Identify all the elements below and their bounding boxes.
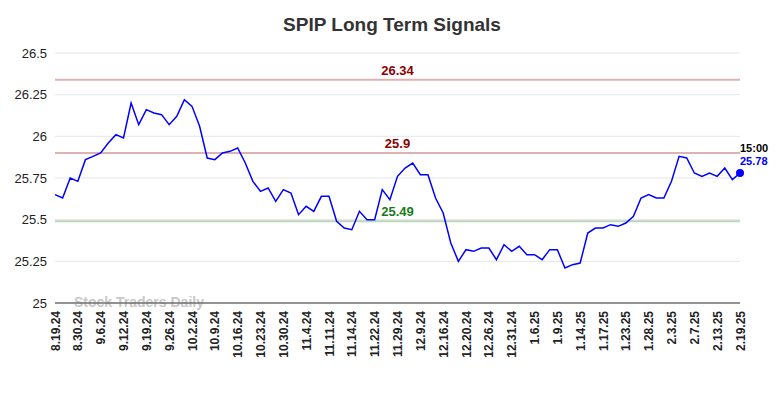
svg-text:10.2.24: 10.2.24 (186, 311, 200, 351)
svg-text:26.34: 26.34 (381, 63, 414, 78)
html-text:SPIP Long Term Signals: SPIP Long Term Signals (283, 14, 501, 35)
svg-text:26: 26 (33, 129, 47, 144)
svg-text:8.19.24: 8.19.24 (49, 311, 63, 351)
svg-text:12.26.24: 12.26.24 (482, 311, 496, 358)
svg-text:15:00: 15:00 (740, 142, 768, 154)
svg-text:8.30.24: 8.30.24 (71, 311, 85, 351)
svg-text:12.16.24: 12.16.24 (437, 311, 451, 358)
svg-text:2.19.25: 2.19.25 (734, 311, 748, 351)
svg-text:12.20.24: 12.20.24 (460, 311, 474, 358)
svg-text:1.28.25: 1.28.25 (642, 311, 656, 351)
svg-text:25: 25 (33, 296, 47, 311)
svg-text:9.12.24: 9.12.24 (117, 311, 131, 351)
svg-text:10.23.24: 10.23.24 (254, 311, 268, 358)
svg-text:11.29.24: 11.29.24 (391, 311, 405, 357)
svg-text:25.5: 25.5 (22, 212, 47, 227)
svg-text:25.75: 25.75 (14, 171, 47, 186)
svg-text:11.11.24: 11.11.24 (323, 311, 337, 357)
svg-text:25.49: 25.49 (381, 204, 414, 219)
svg-text:10.16.24: 10.16.24 (231, 311, 245, 358)
svg-text:25.25: 25.25 (14, 254, 47, 269)
svg-text:1.17.25: 1.17.25 (597, 311, 611, 351)
svg-text:26.5: 26.5 (22, 46, 47, 61)
svg-text:2.3.25: 2.3.25 (665, 311, 679, 345)
svg-text:9.6.24: 9.6.24 (94, 311, 108, 345)
svg-text:25.9: 25.9 (385, 136, 410, 151)
svg-text:12.31.24: 12.31.24 (505, 311, 519, 358)
svg-text:1.23.25: 1.23.25 (619, 311, 633, 351)
svg-text:10.30.24: 10.30.24 (277, 311, 291, 358)
svg-text:10.9.24: 10.9.24 (208, 311, 222, 351)
svg-text:12.9.24: 12.9.24 (414, 311, 428, 351)
svg-text:1.14.25: 1.14.25 (574, 311, 588, 351)
svg-text:26.25: 26.25 (14, 87, 47, 102)
html-text:Stock Traders Daily: Stock Traders Daily (74, 294, 204, 310)
svg-text:11.22.24: 11.22.24 (368, 311, 382, 357)
svg-text:25.78: 25.78 (740, 155, 768, 167)
svg-text:11.14.24: 11.14.24 (345, 311, 359, 357)
svg-text:2.7.25: 2.7.25 (688, 311, 702, 345)
svg-text:9.19.24: 9.19.24 (140, 311, 154, 351)
svg-text:9.26.24: 9.26.24 (163, 311, 177, 351)
svg-text:1.6.25: 1.6.25 (528, 311, 542, 345)
svg-text:2.13.25: 2.13.25 (711, 311, 725, 351)
svg-text:1.9.25: 1.9.25 (551, 311, 565, 345)
svg-text:11.4.24: 11.4.24 (300, 311, 314, 351)
